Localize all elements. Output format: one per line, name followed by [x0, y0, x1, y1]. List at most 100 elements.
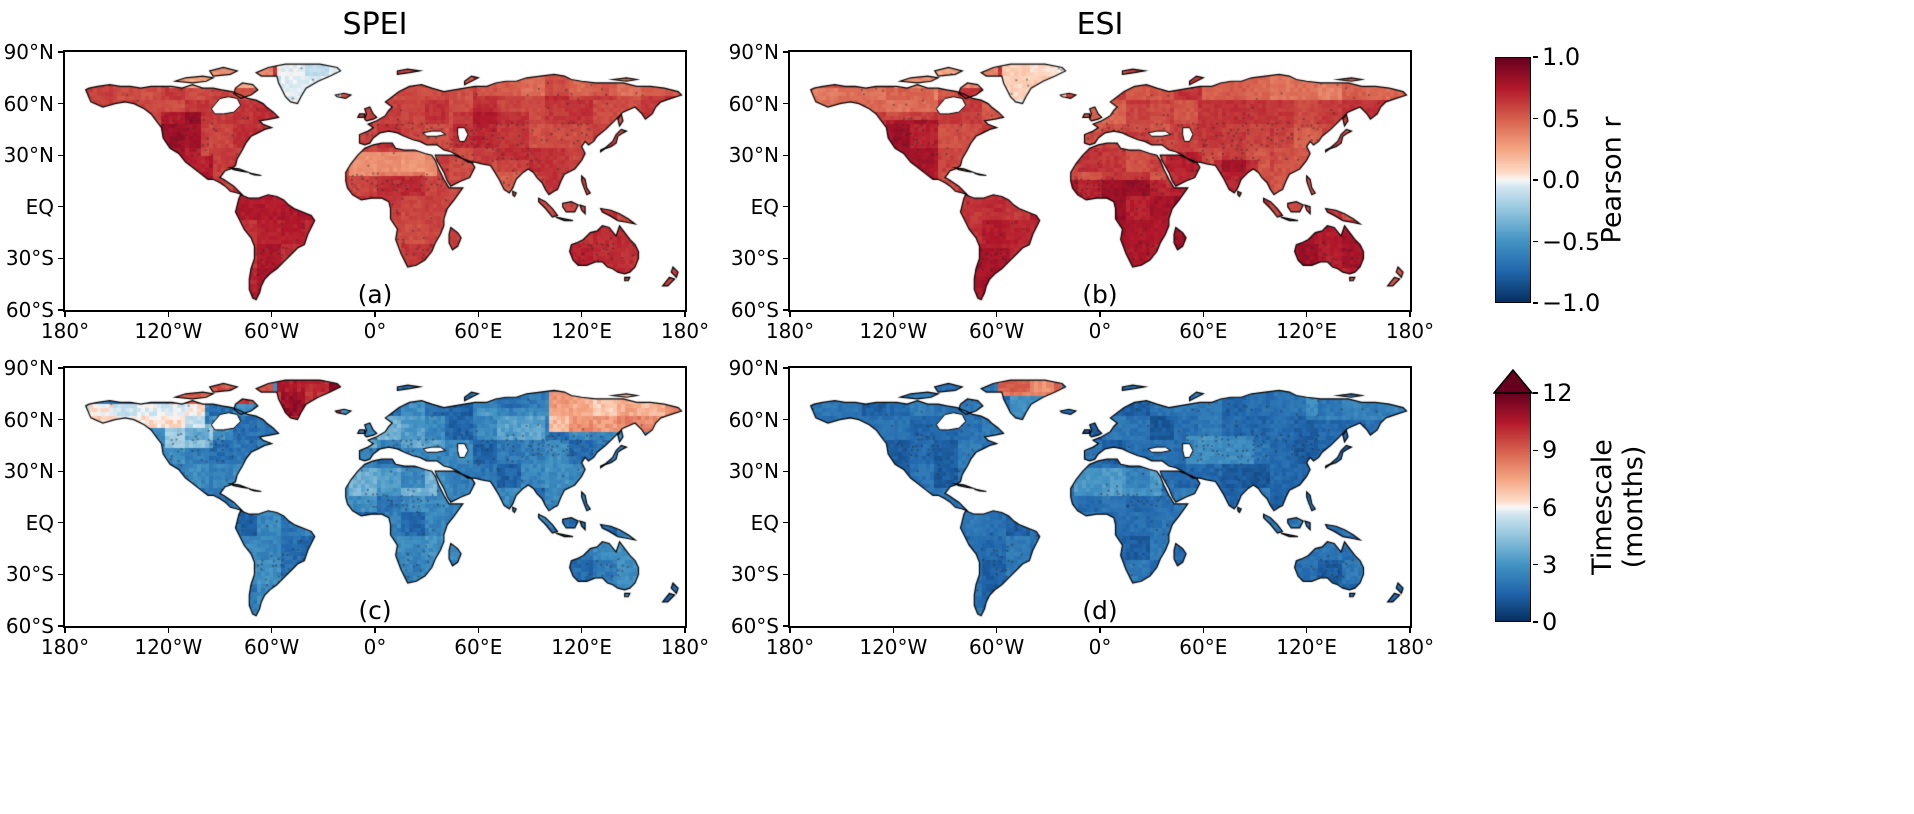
colorbar-tick-mark — [1533, 240, 1538, 243]
colorbar-label-pearson: Pearson r — [1596, 116, 1628, 244]
y-tick-label: 30°S — [730, 562, 779, 587]
x-tick-mark — [1306, 628, 1308, 633]
y-tick-label: 60°S — [730, 298, 779, 322]
map-panel-b: (b) — [788, 50, 1412, 312]
y-tick-label: 60°N — [728, 407, 779, 432]
y-tick-mark — [783, 470, 788, 472]
x-tick-mark — [1306, 312, 1308, 317]
colorbar-tick-label: 0.0 — [1542, 166, 1581, 194]
x-tick-mark — [1099, 312, 1101, 317]
x-tick-mark — [996, 628, 998, 633]
y-tick-mark — [783, 625, 788, 627]
y-tick-mark — [58, 103, 63, 105]
x-tick-label: 120°W — [134, 319, 203, 343]
x-tick-label: 180° — [765, 319, 815, 343]
x-tick-mark — [1409, 312, 1411, 317]
world-map-canvas-spei-pearson — [65, 52, 685, 310]
y-tick-mark — [58, 154, 63, 156]
colorbar-label-timescale-line1: Timescale — [1587, 439, 1618, 575]
x-tick-label: 60°E — [1179, 635, 1228, 659]
x-tick-mark — [892, 628, 894, 633]
y-tick-mark — [58, 367, 63, 369]
x-tick-label: 180° — [1385, 635, 1435, 659]
colorbar-tick-label: 1.0 — [1542, 43, 1581, 71]
colorbar-tick-mark — [1533, 302, 1538, 304]
x-tick-mark — [1202, 628, 1204, 633]
y-tick-label: 30°S — [5, 562, 54, 587]
x-tick-label: 60°E — [454, 635, 503, 659]
x-tick-label: 180° — [660, 319, 710, 343]
y-tick-mark — [58, 51, 63, 53]
y-tick-label: 30°N — [728, 143, 779, 168]
x-tick-mark — [167, 312, 169, 317]
x-tick-mark — [996, 312, 998, 317]
x-tick-mark — [684, 628, 686, 633]
y-tick-label: EQ — [25, 194, 54, 219]
x-tick-label: 0° — [1088, 319, 1112, 343]
x-tick-mark — [1202, 312, 1204, 317]
y-tick-mark — [58, 522, 63, 524]
x-tick-label: 60°W — [969, 319, 1025, 343]
y-tick-label: 60°S — [730, 614, 779, 638]
y-tick-mark — [783, 206, 788, 208]
y-tick-mark — [783, 419, 788, 421]
colorbar-label-timescale: Timescale (months) — [1587, 439, 1649, 575]
y-tick-mark — [783, 367, 788, 369]
x-tick-mark — [581, 628, 583, 633]
x-tick-label: 60°W — [244, 319, 300, 343]
y-tick-mark — [58, 206, 63, 208]
y-tick-label: 60°S — [5, 614, 54, 638]
y-tick-label: 30°N — [3, 143, 54, 168]
y-tick-mark — [783, 257, 788, 259]
colorbar-tick-label: 6 — [1542, 493, 1558, 522]
y-tick-label: 90°N — [3, 40, 54, 64]
x-tick-mark — [789, 312, 791, 317]
colorbar-tick-mark — [1533, 56, 1538, 58]
x-tick-label: 0° — [1088, 635, 1112, 659]
y-tick-mark — [783, 573, 788, 575]
y-tick-mark — [783, 522, 788, 524]
map-panel-a: (a) — [63, 50, 687, 312]
colorbar-timescale — [1495, 393, 1531, 622]
x-tick-label: 120°W — [859, 319, 928, 343]
x-tick-label: 120°E — [551, 319, 613, 343]
x-tick-mark — [64, 312, 66, 317]
colorbar-tick-mark — [1533, 179, 1538, 181]
colorbar-tick-label: 12 — [1542, 379, 1573, 407]
colorbar-tick-label: −0.5 — [1542, 227, 1601, 256]
x-tick-mark — [374, 312, 376, 317]
colorbar-tick-label: 0 — [1542, 608, 1558, 636]
y-tick-mark — [783, 309, 788, 311]
x-tick-label: 120°E — [551, 635, 613, 659]
y-tick-label: 30°S — [730, 246, 779, 271]
x-tick-label: 120°W — [134, 635, 203, 659]
world-map-canvas-esi-timescale — [790, 368, 1410, 626]
y-tick-label: 60°N — [3, 91, 54, 116]
world-map-canvas-spei-timescale — [65, 368, 685, 626]
y-tick-mark — [58, 309, 63, 311]
x-tick-mark — [271, 312, 273, 317]
y-tick-label: 30°N — [728, 459, 779, 484]
x-tick-label: 180° — [40, 319, 90, 343]
x-tick-label: 60°W — [969, 635, 1025, 659]
y-tick-label: 30°S — [5, 246, 54, 271]
y-tick-label: 90°N — [728, 356, 779, 380]
x-tick-label: 0° — [363, 635, 387, 659]
x-tick-label: 180° — [40, 635, 90, 659]
x-tick-mark — [477, 628, 479, 633]
colorbar-tick-mark — [1533, 117, 1538, 120]
colorbar-tick-mark — [1533, 449, 1538, 451]
y-tick-mark — [783, 154, 788, 156]
colorbar-tick-mark — [1533, 392, 1538, 394]
panel-label-d: (d) — [1082, 596, 1118, 625]
y-tick-label: EQ — [750, 510, 779, 535]
map-panel-d: (d) — [788, 366, 1412, 628]
x-tick-mark — [374, 628, 376, 633]
world-map-canvas-esi-pearson — [790, 52, 1410, 310]
y-tick-label: EQ — [25, 510, 54, 535]
y-tick-mark — [58, 470, 63, 472]
x-tick-mark — [789, 628, 791, 633]
y-tick-label: 60°N — [3, 407, 54, 432]
colorbar-tick-mark — [1533, 564, 1538, 566]
